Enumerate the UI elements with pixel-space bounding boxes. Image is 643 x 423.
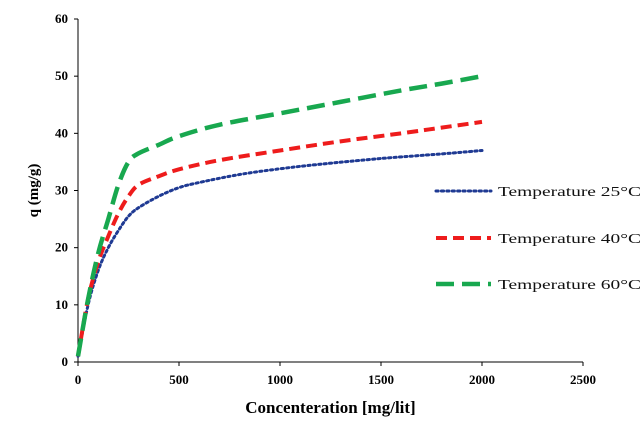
y-tick-label: 40 [55, 125, 68, 140]
x-tick-label: 500 [169, 372, 189, 387]
x-tick-label: 1500 [368, 372, 394, 387]
x-tick-label: 1000 [267, 372, 293, 387]
y-tick-label: 10 [55, 297, 68, 312]
chart-legend: Temperature 25°C Temperature 40°C Temperat… [434, 185, 641, 293]
legend-label-3: Temperature 60°C [498, 278, 641, 293]
x-axis-title: Concenteration [mg/lit] [245, 398, 415, 417]
legend-label-1: Temperature 25°C [498, 185, 641, 200]
y-tick-label: 0 [62, 354, 69, 369]
y-tick-label: 30 [55, 183, 68, 198]
y-axis-title: q (mg/g) [26, 164, 42, 218]
y-tick-label: 50 [55, 68, 68, 83]
series-line-1 [76, 148, 484, 358]
x-tick-label: 0 [75, 372, 82, 387]
chart-series [75, 73, 484, 358]
series-line-2 [76, 119, 483, 357]
x-tick-label: 2000 [469, 372, 495, 387]
y-tick-label: 60 [55, 11, 68, 26]
y-tick-label: 20 [55, 240, 68, 255]
series-line-3 [75, 73, 483, 357]
x-tick-label: 2500 [570, 372, 596, 387]
legend-label-2: Temperature 40°C [498, 232, 641, 247]
chart-axes: 0 10 20 30 40 50 60 0 500 1000 1500 2000 2500 [55, 11, 596, 387]
